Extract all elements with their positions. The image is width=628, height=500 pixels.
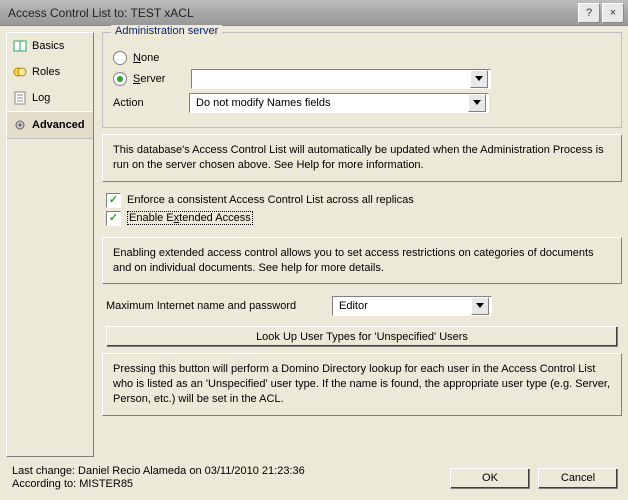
lookup-button[interactable]: Look Up User Types for 'Unspecified' Use… [106, 326, 618, 347]
extended-checkbox[interactable]: ✓ [106, 211, 121, 226]
dialog-window: Access Control List to: TEST xACL ? × Ba… [0, 0, 628, 500]
masks-icon [13, 65, 27, 79]
chevron-down-icon [470, 70, 488, 88]
info-extended: Enabling extended access control allows … [102, 237, 622, 285]
action-row: Action Do not modify Names fields [113, 93, 611, 113]
action-label: Action [113, 97, 183, 109]
lookup-button-label: Look Up User Types for 'Unspecified' Use… [256, 331, 468, 343]
enforce-row: ✓ Enforce a consistent Access Control Li… [106, 193, 618, 208]
chevron-down-icon [468, 94, 486, 112]
help-icon: ? [586, 7, 592, 19]
tab-label: Advanced [32, 119, 85, 131]
last-change: Last change: Daniel Recio Alameda on 03/… [12, 465, 450, 479]
info-lookup: Pressing this button will perform a Domi… [102, 353, 622, 416]
gear-icon [13, 118, 27, 132]
close-button[interactable]: × [602, 3, 624, 23]
info-autoupdate: This database's Access Control List will… [102, 134, 622, 182]
tab-log[interactable]: Log [7, 85, 93, 111]
book-icon [13, 39, 27, 53]
radio-server-label: Server [133, 73, 185, 85]
sidebar: Basics Roles Log Advanced [6, 32, 94, 457]
footer-buttons: OK Cancel [450, 468, 618, 489]
tab-roles[interactable]: Roles [7, 59, 93, 85]
ok-button[interactable]: OK [450, 468, 530, 489]
radio-server[interactable] [113, 72, 127, 86]
enforce-label: Enforce a consistent Access Control List… [127, 194, 414, 206]
close-icon: × [610, 7, 616, 19]
according-to: According to: MISTER85 [12, 478, 450, 492]
chevron-down-icon [471, 297, 489, 315]
action-combo[interactable]: Do not modify Names fields [189, 93, 489, 113]
extended-row: ✓ Enable Extended Access [106, 211, 618, 226]
tab-basics[interactable]: Basics [7, 33, 93, 59]
max-internet-combo[interactable]: Editor [332, 296, 492, 316]
tab-label: Basics [32, 40, 64, 52]
extended-label: Enable Extended Access [127, 211, 253, 225]
max-internet-label: Maximum Internet name and password [106, 300, 326, 312]
server-combo[interactable] [191, 69, 491, 89]
radio-none-row: None [113, 51, 611, 65]
window-title: Access Control List to: TEST xACL [8, 6, 576, 20]
footer-meta: Last change: Daniel Recio Alameda on 03/… [12, 465, 450, 493]
max-internet-value: Editor [339, 300, 471, 312]
radio-none[interactable] [113, 51, 127, 65]
lookup-btn-row: Look Up User Types for 'Unspecified' Use… [102, 326, 622, 347]
checkbox-section: ✓ Enforce a consistent Access Control Li… [102, 188, 622, 231]
footer: Last change: Daniel Recio Alameda on 03/… [0, 461, 628, 500]
max-internet-row: Maximum Internet name and password Edito… [102, 296, 622, 316]
adminserver-group: Administration server None Server [102, 32, 622, 128]
tab-label: Log [32, 92, 50, 104]
adminserver-legend: Administration server [111, 25, 222, 37]
titlebar: Access Control List to: TEST xACL ? × [0, 0, 628, 26]
radio-server-row: Server [113, 69, 611, 89]
log-icon [13, 91, 27, 105]
main-panel: Administration server None Server [94, 32, 622, 457]
radio-none-label: None [133, 52, 159, 64]
cancel-button-label: Cancel [561, 472, 595, 484]
action-combo-value: Do not modify Names fields [196, 97, 468, 109]
cancel-button[interactable]: Cancel [538, 468, 618, 489]
tab-label: Roles [32, 66, 60, 78]
ok-button-label: OK [482, 472, 498, 484]
enforce-checkbox[interactable]: ✓ [106, 193, 121, 208]
help-button[interactable]: ? [578, 3, 600, 23]
tab-advanced[interactable]: Advanced [7, 111, 93, 139]
dialog-body: Basics Roles Log Advanced [0, 26, 628, 461]
